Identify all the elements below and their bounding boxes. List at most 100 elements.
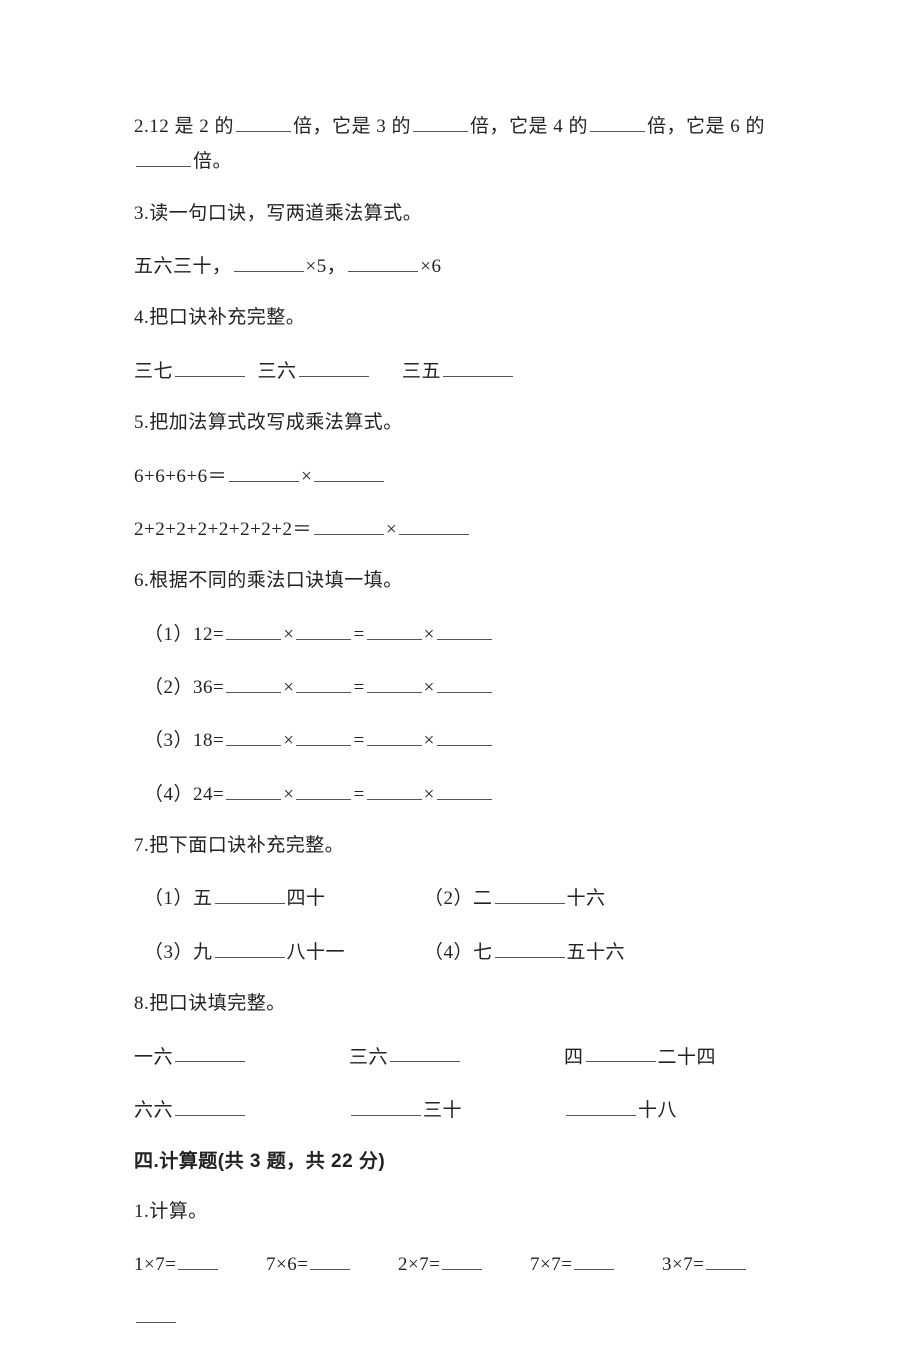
calc-e4-t: 7×7= [530, 1254, 572, 1275]
blank[interactable] [215, 936, 285, 958]
q2-text-e: 倍。 [193, 151, 232, 172]
blank[interactable] [437, 724, 492, 746]
blank[interactable] [495, 936, 565, 958]
q7-row2: （3）九八十一 （4）七五十六 [134, 936, 794, 967]
eq-sign: = [353, 677, 364, 698]
blank[interactable] [442, 1248, 482, 1270]
q6-l1: （1）12= [144, 624, 224, 645]
times-sign: × [283, 730, 294, 751]
calc-title: 1.计算。 [134, 1197, 794, 1226]
blank[interactable] [175, 1041, 245, 1063]
q2-text-b: 倍，它是 3 的 [293, 116, 411, 137]
eq-sign: = [353, 730, 364, 751]
blank[interactable] [175, 1094, 245, 1116]
blank[interactable] [706, 1248, 746, 1270]
blank[interactable] [399, 513, 469, 535]
blank[interactable] [437, 778, 492, 800]
blank[interactable] [348, 250, 418, 272]
blank[interactable] [367, 618, 422, 640]
q2-text-c: 倍，它是 4 的 [470, 116, 588, 137]
blank[interactable] [296, 671, 351, 693]
q5-e2-left: 2+2+2+2+2+2+2+2＝ [134, 519, 312, 540]
q6-line1: （1）12= × = × [134, 618, 794, 649]
calc-row2-tail [134, 1301, 794, 1332]
blank[interactable] [226, 724, 281, 746]
q8-c-l: 四 [564, 1046, 584, 1067]
eq-sign: = [353, 624, 364, 645]
blank[interactable] [296, 778, 351, 800]
q2-line1: 2.12 是 2 的倍，它是 3 的倍，它是 4 的倍，它是 6 的 [134, 110, 794, 141]
blank[interactable] [367, 724, 422, 746]
q4-a: 三七 [134, 361, 173, 382]
blank[interactable] [437, 618, 492, 640]
q8-row1: 一六 三六 四二十四 [134, 1041, 794, 1072]
q6-title: 6.根据不同的乘法口诀填一填。 [134, 566, 794, 595]
times-sign: × [424, 624, 435, 645]
blank[interactable] [226, 671, 281, 693]
blank[interactable] [215, 882, 285, 904]
q8-b: 三六 [349, 1041, 564, 1072]
blank[interactable] [367, 778, 422, 800]
q8-row2: 六六 三十 十八 [134, 1094, 794, 1125]
q7-c: （3）九八十一 [144, 936, 424, 967]
blank[interactable] [437, 671, 492, 693]
blank[interactable] [226, 778, 281, 800]
blank[interactable] [178, 1248, 218, 1270]
blank[interactable] [314, 513, 384, 535]
q8-f: 十八 [564, 1094, 779, 1125]
blank[interactable] [136, 145, 191, 167]
q8-a: 一六 [134, 1041, 349, 1072]
q8-a-l: 一六 [134, 1046, 173, 1067]
q8-e-r: 三十 [423, 1100, 462, 1121]
q5-expr2: 2+2+2+2+2+2+2+2＝× [134, 513, 794, 544]
q7-a-l: （1）五 [144, 888, 213, 909]
blank[interactable] [590, 110, 645, 132]
q6-line3: （3）18= × = × [134, 724, 794, 755]
q5-expr1: 6+6+6+6＝× [134, 460, 794, 491]
q3-body: 五六三十，×5，×6 [134, 250, 794, 281]
q6-line4: （4）24=×=× [134, 778, 794, 809]
calc-e5: 3×7= [662, 1248, 794, 1279]
section4-title: 四.计算题(共 3 题，共 22 分) [134, 1147, 794, 1176]
times-sign: × [283, 624, 294, 645]
blank[interactable] [566, 1094, 636, 1116]
blank[interactable] [574, 1248, 614, 1270]
q7-row1: （1）五四十 （2）二十六 [134, 882, 794, 913]
blank[interactable] [351, 1094, 421, 1116]
q3-t5: ×5， [306, 256, 347, 277]
q8-f-r: 十八 [638, 1100, 677, 1121]
q6-line2: （2）36=×=× [134, 671, 794, 702]
blank[interactable] [136, 1301, 176, 1323]
blank[interactable] [495, 882, 565, 904]
blank[interactable] [236, 110, 291, 132]
blank[interactable] [310, 1248, 350, 1270]
content-area: 2.12 是 2 的倍，它是 3 的倍，它是 4 的倍，它是 6 的 倍。 3.… [134, 110, 794, 1355]
blank[interactable] [413, 110, 468, 132]
blank[interactable] [229, 460, 299, 482]
times-sign: × [424, 730, 435, 751]
blank[interactable] [299, 355, 369, 377]
calc-e3-t: 2×7= [398, 1254, 440, 1275]
blank[interactable] [390, 1041, 460, 1063]
times-sign: × [424, 784, 435, 805]
calc-e3: 2×7= [398, 1248, 530, 1279]
times-sign: × [424, 677, 435, 698]
blank[interactable] [367, 671, 422, 693]
q8-e: 三十 [349, 1094, 564, 1125]
blank[interactable] [296, 724, 351, 746]
blank[interactable] [226, 618, 281, 640]
blank[interactable] [234, 250, 304, 272]
q8-title: 8.把口诀填完整。 [134, 989, 794, 1018]
q8-c: 四二十四 [564, 1041, 779, 1072]
blank[interactable] [443, 355, 513, 377]
q3-left: 五六三十， [134, 256, 232, 277]
blank[interactable] [586, 1041, 656, 1063]
q7-d: （4）七五十六 [424, 936, 625, 967]
q4-title: 4.把口诀补充完整。 [134, 303, 794, 332]
blank[interactable] [314, 460, 384, 482]
blank[interactable] [175, 355, 245, 377]
calc-e2-t: 7×6= [266, 1254, 308, 1275]
calc-e5-t: 3×7= [662, 1254, 704, 1275]
q6-l3: （3）18= [144, 730, 224, 751]
blank[interactable] [296, 618, 351, 640]
